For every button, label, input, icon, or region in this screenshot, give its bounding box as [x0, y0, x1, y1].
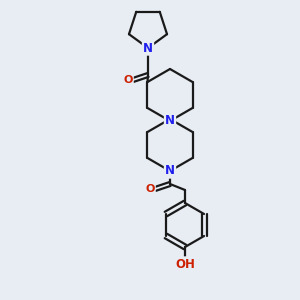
Text: O: O [123, 75, 133, 85]
Text: OH: OH [175, 257, 195, 271]
Text: N: N [143, 41, 153, 55]
Text: N: N [165, 115, 175, 128]
Text: N: N [165, 164, 175, 178]
Text: O: O [145, 184, 155, 194]
